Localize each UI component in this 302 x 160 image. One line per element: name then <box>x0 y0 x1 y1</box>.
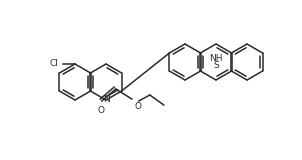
Text: O: O <box>97 106 104 115</box>
Text: N: N <box>103 96 109 104</box>
Text: NH: NH <box>209 54 223 63</box>
Text: S: S <box>213 61 219 70</box>
Text: O: O <box>135 102 142 111</box>
Text: Cl: Cl <box>49 60 58 68</box>
